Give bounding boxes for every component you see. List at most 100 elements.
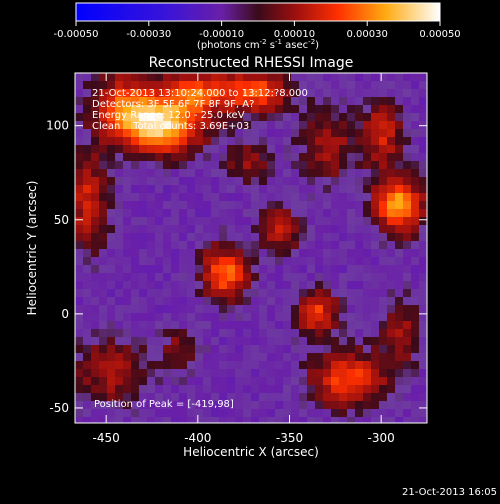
heatmap-cell: [107, 233, 116, 242]
heatmap-cell: [275, 361, 284, 370]
heatmap-cell: [171, 297, 180, 306]
heatmap-cell: [403, 313, 412, 322]
heatmap-cell: [227, 177, 236, 186]
heatmap-cell: [187, 73, 196, 82]
heatmap-cell: [99, 145, 108, 154]
heatmap-cell: [83, 105, 92, 114]
heatmap-cell: [363, 273, 372, 282]
heatmap-cell: [355, 401, 364, 410]
heatmap-cell: [307, 401, 316, 410]
heatmap-cell: [203, 145, 212, 154]
heatmap-cell: [331, 305, 340, 314]
heatmap-cell: [203, 105, 212, 114]
heatmap-cell: [179, 169, 188, 178]
heatmap-cell: [299, 105, 308, 114]
heatmap-cell: [115, 193, 124, 202]
heatmap-cell: [187, 201, 196, 210]
heatmap-cell: [419, 201, 427, 210]
heatmap-cell: [299, 137, 308, 146]
heatmap-cell: [171, 353, 180, 362]
heatmap-cell: [395, 241, 404, 250]
heatmap-cell: [323, 329, 332, 338]
heatmap-cell: [155, 329, 164, 338]
heatmap-cell: [363, 137, 372, 146]
heatmap-cell: [315, 297, 324, 306]
heatmap-cell: [371, 81, 380, 90]
heatmap-cell: [379, 177, 388, 186]
heatmap-cell: [115, 217, 124, 226]
heatmap-cell: [355, 241, 364, 250]
heatmap-cell: [283, 273, 292, 282]
heatmap-cell: [307, 393, 316, 402]
heatmap-cell: [331, 137, 340, 146]
heatmap-cell: [91, 97, 100, 106]
heatmap-cell: [91, 329, 100, 338]
heatmap-cell: [75, 273, 84, 282]
heatmap-cell: [347, 249, 356, 258]
heatmap-cell: [347, 369, 356, 378]
heatmap-cell: [123, 161, 132, 170]
heatmap-cell: [347, 329, 356, 338]
heatmap-cell: [403, 225, 412, 234]
heatmap-cell: [299, 153, 308, 162]
heatmap-cell: [83, 273, 92, 282]
heatmap-cell: [259, 273, 268, 282]
heatmap-cell: [91, 113, 100, 122]
heatmap-cell: [99, 265, 108, 274]
heatmap-cell: [123, 89, 132, 98]
heatmap-cell: [155, 377, 164, 386]
heatmap-cell: [339, 417, 348, 423]
heatmap-cell: [219, 353, 228, 362]
heatmap-cell: [347, 409, 356, 418]
heatmap-cell: [411, 225, 420, 234]
heatmap-cell: [83, 161, 92, 170]
heatmap-cell: [355, 329, 364, 338]
heatmap-cell: [275, 369, 284, 378]
heatmap-cell: [243, 201, 252, 210]
heatmap-cell: [123, 385, 132, 394]
heatmap-cell: [179, 417, 188, 423]
heatmap-cell: [283, 209, 292, 218]
heatmap-cell: [411, 169, 420, 178]
heatmap-cell: [99, 81, 108, 90]
heatmap-cell: [339, 273, 348, 282]
heatmap-cell: [171, 393, 180, 402]
heatmap-cell: [139, 233, 148, 242]
heatmap-cell: [323, 145, 332, 154]
heatmap-cell: [123, 249, 132, 258]
heatmap-cell: [155, 169, 164, 178]
heatmap-cell: [347, 417, 356, 423]
heatmap-cell: [395, 81, 404, 90]
heatmap-cell: [259, 105, 268, 114]
heatmap-cell: [139, 145, 148, 154]
heatmap-cell: [123, 81, 132, 90]
heatmap-cell: [275, 193, 284, 202]
heatmap-cell: [91, 89, 100, 98]
heatmap-cell: [315, 185, 324, 194]
heatmap-cell: [115, 105, 124, 114]
heatmap-cell: [227, 209, 236, 218]
heatmap-cell: [155, 233, 164, 242]
heatmap-cell: [323, 81, 332, 90]
heatmap-cell: [107, 273, 116, 282]
heatmap-cell: [219, 137, 228, 146]
heatmap-cell: [203, 233, 212, 242]
heatmap-cell: [107, 257, 116, 266]
heatmap-cell: [331, 289, 340, 298]
heatmap-cell: [163, 297, 172, 306]
heatmap-cell: [235, 321, 244, 330]
heatmap-cell: [219, 345, 228, 354]
heatmap-cell: [379, 193, 388, 202]
heatmap-cell: [339, 209, 348, 218]
heatmap-cell: [147, 97, 156, 106]
heatmap-cell: [251, 353, 260, 362]
heatmap-cell: [211, 273, 220, 282]
heatmap-cell: [139, 193, 148, 202]
heatmap-cell: [251, 305, 260, 314]
heatmap-cell: [123, 321, 132, 330]
heatmap-cell: [331, 121, 340, 130]
heatmap-cell: [147, 153, 156, 162]
heatmap-cell: [403, 329, 412, 338]
heatmap-cell: [187, 169, 196, 178]
heatmap-cell: [291, 89, 300, 98]
